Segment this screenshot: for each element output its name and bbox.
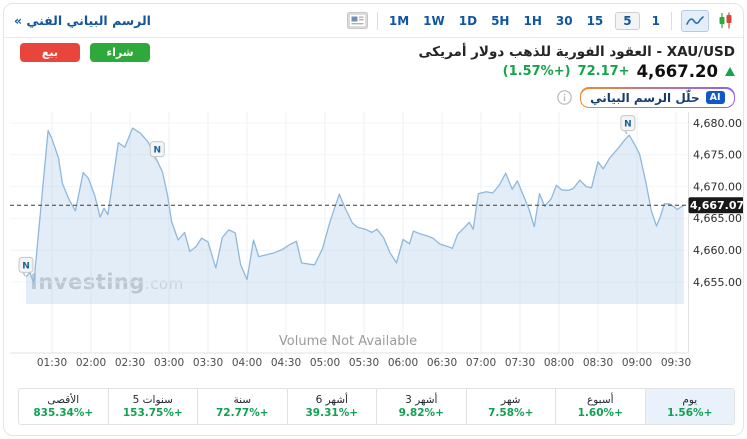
price-change: +72.17	[577, 64, 630, 79]
period-change-value: +835.34%	[33, 406, 94, 419]
performance-bar: يوم +1.56% أسبوع +1.60% شهر +7.58% 3 أشهر +9.82…	[18, 388, 735, 425]
toolbar-divider	[671, 11, 672, 30]
period-label: 3 أشهر	[405, 393, 438, 406]
period-change-value: +9.82%	[398, 406, 444, 419]
period-max[interactable]: الأقصى +835.34%	[19, 389, 108, 424]
period-change-value: +1.60%	[577, 406, 623, 419]
ai-analyze-button[interactable]: AI حلّل الرسم البياني	[579, 87, 735, 108]
timeframe-1M[interactable]: 1M	[388, 13, 410, 28]
period-change-value: +1.56%	[667, 406, 713, 419]
period-label: أسبوع	[586, 393, 614, 406]
ai-analyze-label: حلّل الرسم البياني	[590, 90, 700, 105]
period-day[interactable]: يوم +1.56%	[644, 389, 734, 424]
svg-text:4,655.00: 4,655.00	[693, 276, 742, 289]
topbar: الرسم البياني الفني » 1M 1W 1D 5H 1H 30 15 5 1	[4, 4, 743, 38]
svg-text:06:30: 06:30	[427, 357, 457, 369]
ai-badge: AI	[705, 91, 725, 104]
svg-text:05:00: 05:00	[310, 357, 340, 369]
svg-text:04:30: 04:30	[271, 357, 301, 369]
price-chart[interactable]	[10, 112, 683, 357]
svg-text:4,667.07: 4,667.07	[690, 199, 743, 212]
technical-chart-link[interactable]: الرسم البياني الفني »	[14, 13, 151, 28]
svg-text:4,680.00: 4,680.00	[693, 117, 742, 130]
investing-watermark: Investing.com	[30, 270, 184, 294]
buy-button[interactable]: شراء	[90, 43, 150, 62]
price-change-percent: (+1.57%)	[502, 64, 571, 79]
instrument-title: XAU/USD - العقود الفورية للذهب دولار أمر…	[418, 44, 735, 60]
svg-text:07:30: 07:30	[505, 357, 535, 369]
sell-button[interactable]: بيع	[20, 43, 80, 62]
period-label: الأقصى	[47, 393, 80, 406]
period-6-months[interactable]: 6 أشهر +39.31%	[286, 389, 377, 424]
price-row: 4,667.20 +72.17 (+1.57%)	[418, 62, 735, 81]
svg-text:06:00: 06:00	[388, 357, 418, 369]
ai-analyze-row: AI حلّل الرسم البياني	[556, 87, 735, 108]
svg-text:03:30: 03:30	[193, 357, 223, 369]
period-change-value: +7.58%	[488, 406, 534, 419]
svg-text:4,660.00: 4,660.00	[693, 244, 742, 257]
svg-text:08:00: 08:00	[544, 357, 574, 369]
svg-text:01:30: 01:30	[37, 357, 67, 369]
period-label: سنة	[233, 393, 252, 406]
news-panel-icon[interactable]	[346, 12, 368, 29]
instrument-header: XAU/USD - العقود الفورية للذهب دولار أمر…	[418, 44, 735, 81]
trade-buttons: بيع شراء	[20, 43, 150, 62]
toolbar-divider	[376, 11, 378, 30]
last-price: 4,667.20	[636, 62, 718, 81]
timeframe-1W[interactable]: 1W	[423, 13, 445, 28]
period-label: شهر	[501, 393, 521, 406]
timeframe-15[interactable]: 15	[586, 13, 604, 28]
period-week[interactable]: أسبوع +1.60%	[555, 389, 645, 424]
svg-text:02:00: 02:00	[76, 357, 106, 369]
svg-text:02:30: 02:30	[115, 357, 145, 369]
up-arrow-icon	[725, 67, 735, 76]
svg-text:4,670.00: 4,670.00	[693, 180, 742, 193]
info-icon[interactable]	[556, 90, 572, 105]
period-year[interactable]: سنة +72.77%	[197, 389, 287, 424]
period-change-value: +72.77%	[215, 406, 269, 419]
period-5-years[interactable]: 5 سنوات +153.75%	[107, 389, 198, 424]
svg-text:03:00: 03:00	[154, 357, 184, 369]
chart-toolbar: 1M 1W 1D 5H 1H 30 15 5 1	[346, 9, 733, 32]
period-month[interactable]: شهر +7.58%	[465, 389, 556, 424]
svg-text:4,665.00: 4,665.00	[693, 212, 742, 225]
svg-text:4,675.00: 4,675.00	[693, 149, 742, 162]
period-change-value: +39.31%	[305, 406, 359, 419]
timeframe-1H[interactable]: 1H	[523, 13, 542, 28]
svg-text:09:00: 09:00	[622, 357, 652, 369]
chart-widget-card: الرسم البياني الفني » 1M 1W 1D 5H 1H 30 15 5 1 ب…	[3, 3, 744, 436]
timeframe-5[interactable]: 5	[615, 11, 640, 30]
svg-text:04:00: 04:00	[232, 357, 262, 369]
period-label: 6 أشهر	[315, 393, 348, 406]
candlestick-chart-type-icon[interactable]	[718, 12, 733, 29]
period-label: يوم	[682, 393, 698, 406]
period-3-months[interactable]: 3 أشهر +9.82%	[376, 389, 466, 424]
timeframe-30[interactable]: 30	[555, 13, 573, 28]
area-chart-type-icon[interactable]	[681, 9, 709, 32]
timeframe-1[interactable]: 1	[651, 13, 660, 28]
period-label: 5 سنوات	[132, 393, 173, 406]
svg-text:08:30: 08:30	[583, 357, 613, 369]
svg-text:07:00: 07:00	[466, 357, 496, 369]
svg-text:09:30: 09:30	[661, 357, 691, 369]
svg-text:05:30: 05:30	[349, 357, 379, 369]
period-change-value: +153.75%	[122, 406, 183, 419]
timeframe-1D[interactable]: 1D	[458, 13, 478, 28]
timeframe-5H[interactable]: 5H	[491, 13, 510, 28]
timeframe-selector: 1M 1W 1D 5H 1H 30 15 5 1	[387, 11, 662, 30]
